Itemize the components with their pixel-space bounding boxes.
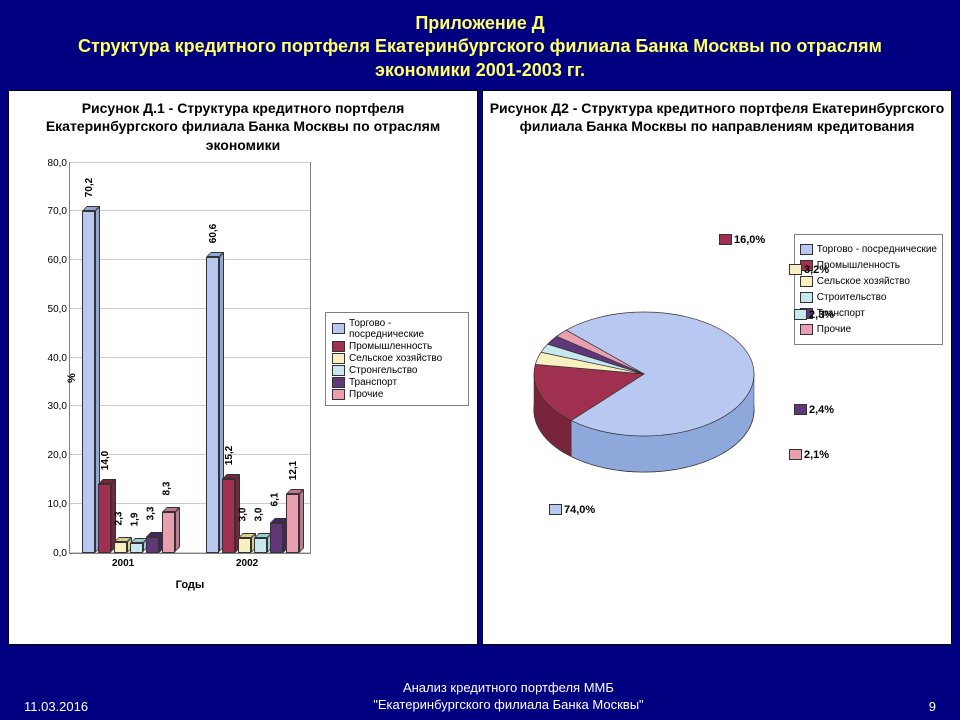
main-title: Приложение ДСтруктура кредитного портфел… <box>0 0 960 90</box>
bar <box>82 211 95 553</box>
pie-data-label: 2,1% <box>789 449 829 461</box>
pie-legend: Торгово - посредническиеПромышленностьСе… <box>794 234 943 345</box>
pie-data-label: 16,0% <box>719 234 765 246</box>
footer-date: 11.03.2016 <box>24 699 88 714</box>
bar-chart: 0,010,020,030,040,050,060,070,080,0%Годы… <box>23 162 471 612</box>
bar <box>222 479 235 553</box>
bar-legend: Торгово - посредническиеПромышленностьСе… <box>325 312 469 406</box>
bar-plot-area: 0,010,020,030,040,050,060,070,080,0%Годы… <box>69 162 311 554</box>
pie-data-label: 2,3% <box>794 309 834 321</box>
footer-page: 9 <box>929 699 936 714</box>
pie-data-label: 74,0% <box>549 504 595 516</box>
bar <box>130 543 143 552</box>
bar <box>206 257 219 552</box>
panel-right: Рисунок Д2 - Структура кредитного портфе… <box>482 90 952 645</box>
pie-data-label: 3,2% <box>789 264 829 276</box>
panel-left: Рисунок Д.1 - Структура кредитного портф… <box>8 90 478 645</box>
footer-center: Анализ кредитного портфеля ММБ"Екатеринб… <box>373 679 643 714</box>
bar <box>146 537 159 553</box>
bar <box>238 538 251 553</box>
bar <box>254 538 267 553</box>
footer: 11.03.2016 Анализ кредитного портфеля ММ… <box>0 679 960 714</box>
pie-chart: Торгово - посредническиеПромышленностьСе… <box>489 144 945 604</box>
bar <box>286 494 299 553</box>
pie-svg <box>509 254 809 514</box>
bar-title: Рисунок Д.1 - Структура кредитного портф… <box>15 99 471 154</box>
panels-row: Рисунок Д.1 - Структура кредитного портф… <box>0 90 960 645</box>
bar <box>98 484 111 552</box>
pie-data-label: 2,4% <box>794 404 834 416</box>
bar <box>270 523 283 553</box>
bar <box>114 542 127 553</box>
bar <box>162 512 175 552</box>
pie-title: Рисунок Д2 - Структура кредитного портфе… <box>489 99 945 135</box>
